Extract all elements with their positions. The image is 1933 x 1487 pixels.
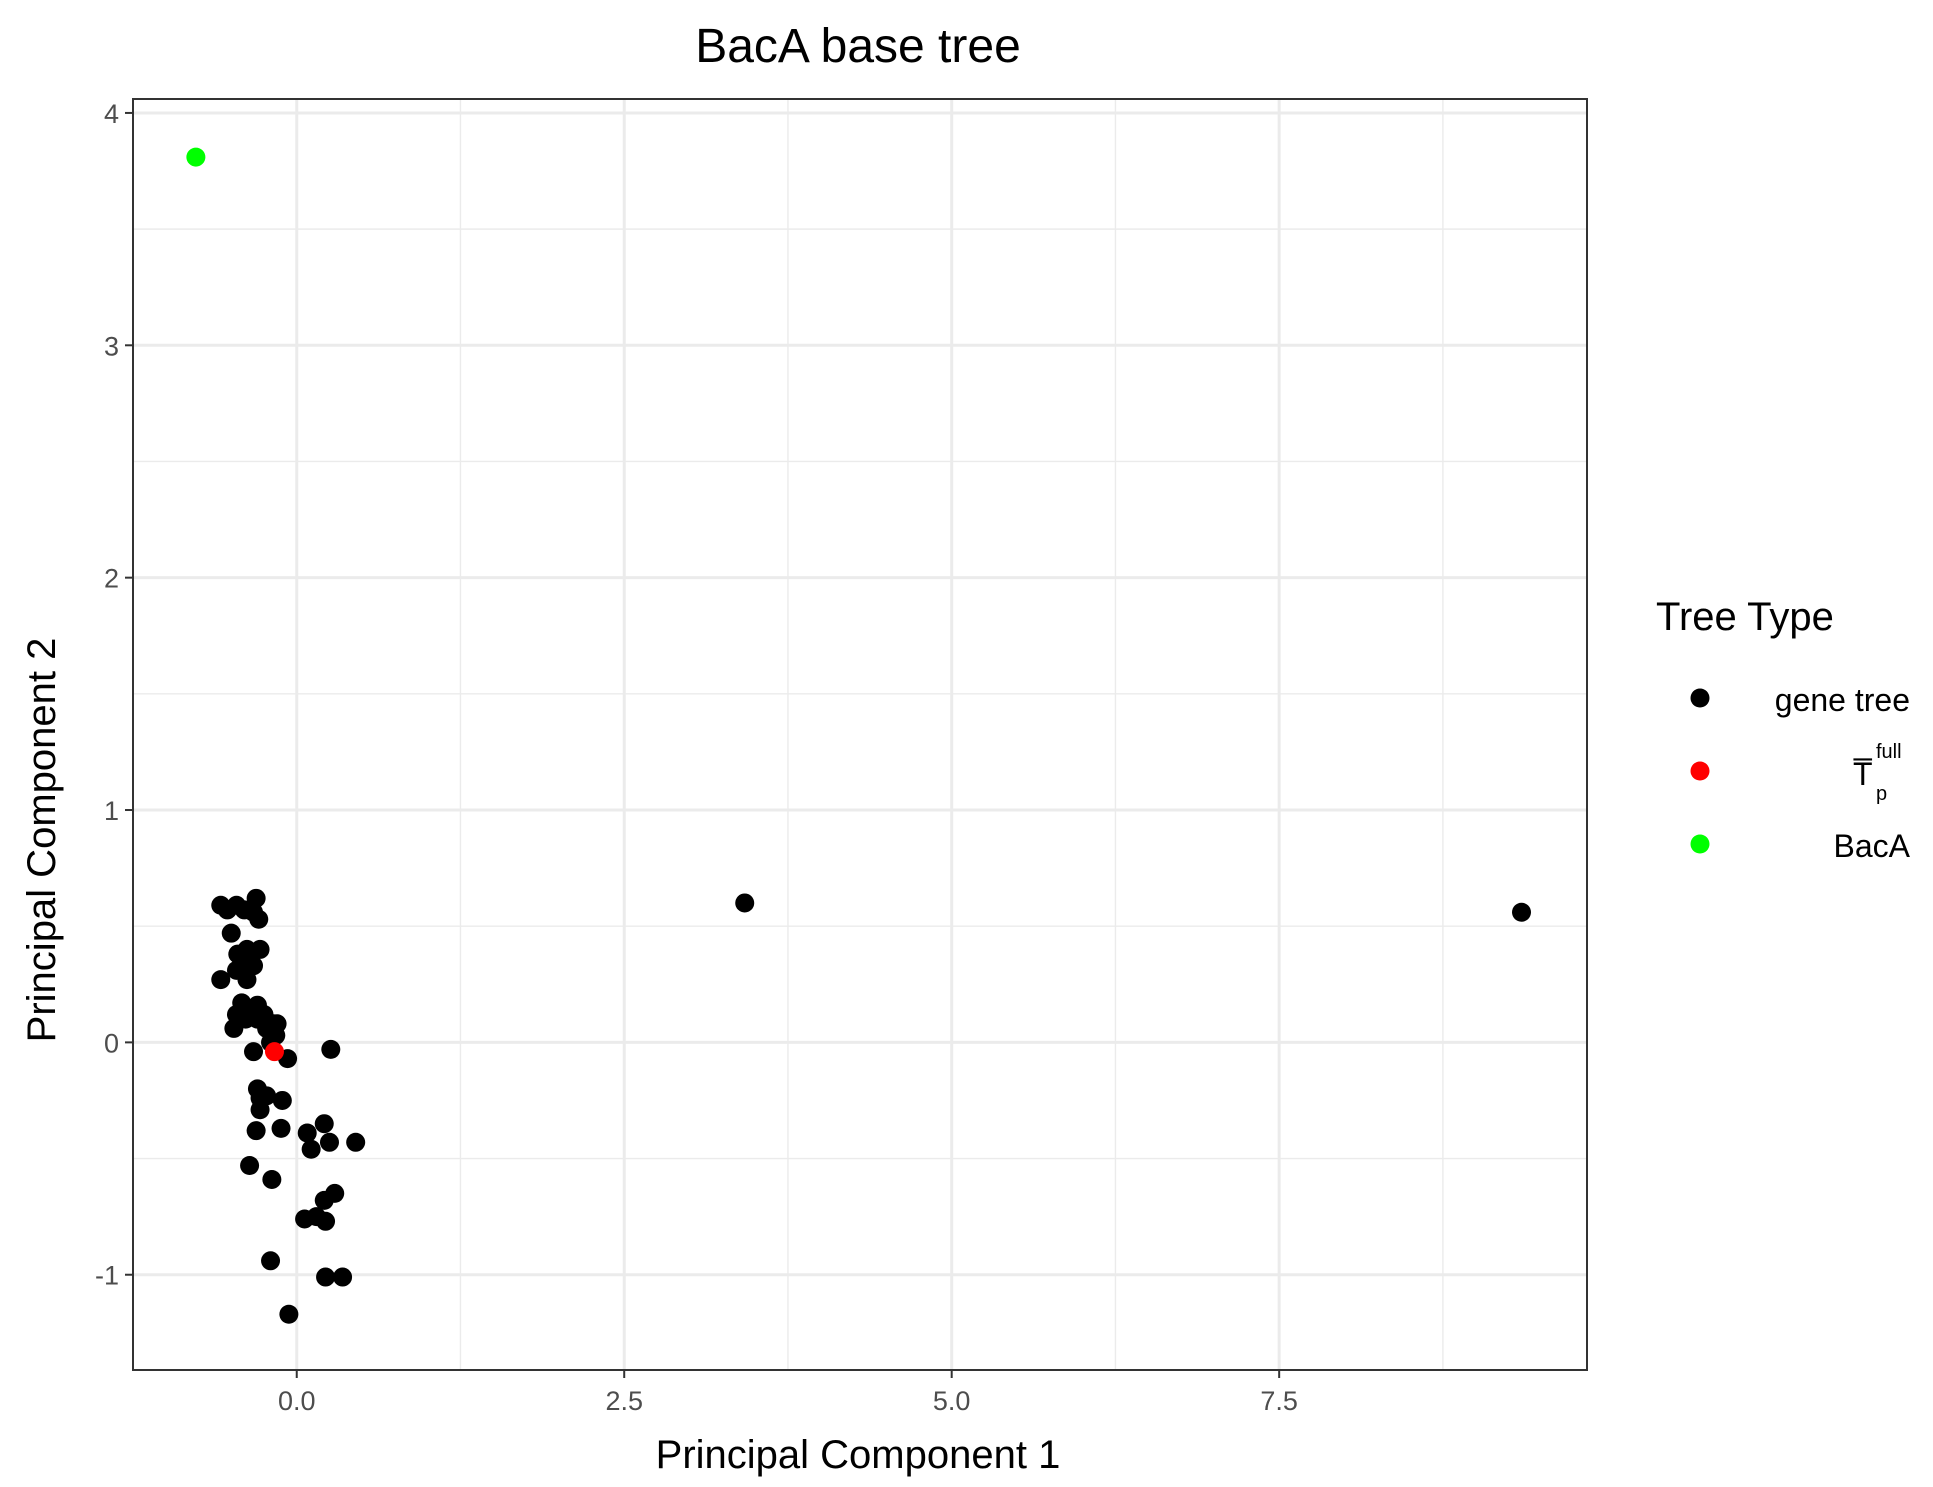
data-point-0-16 — [211, 970, 231, 990]
data-point-0-43 — [301, 1139, 321, 1159]
data-point-0-45 — [240, 1156, 260, 1176]
plot-border — [132, 98, 1588, 1371]
legend-label-1: T̅ — [1853, 756, 1873, 792]
x-axis-title: Principal Component 1 — [656, 1433, 1061, 1477]
legend-key-2 — [1690, 834, 1710, 854]
y-tick-label-5: 4 — [104, 99, 119, 129]
data-point-0-26 — [224, 1018, 244, 1038]
legend-label-sub-1: p — [1876, 783, 1887, 805]
x-axis: 0.0 2.5 5.0 7.5 — [278, 1370, 1298, 1416]
legend-key-0 — [1690, 688, 1710, 708]
data-point-0-6 — [249, 909, 269, 929]
grid-minor — [132, 99, 1587, 1370]
data-point-0-11 — [250, 939, 270, 959]
x-tick-label-2: 5.0 — [933, 1386, 971, 1416]
y-tick-label-2: 1 — [104, 796, 119, 826]
data-point-0-55 — [279, 1304, 299, 1324]
data-point-0-36 — [272, 1090, 292, 1110]
x-tick-label-1: 2.5 — [605, 1386, 643, 1416]
data-point-0-37 — [250, 1100, 270, 1120]
legend-label-0: gene tree — [1775, 682, 1910, 718]
data-point-0-52 — [261, 1251, 281, 1271]
y-axis-title: Principal Component 2 — [20, 638, 64, 1043]
legend-key-1 — [1690, 761, 1710, 781]
y-tick-label-4: 3 — [104, 331, 119, 361]
data-point-0-56 — [735, 893, 755, 913]
data-point-0-42 — [319, 1132, 339, 1152]
plot-area — [132, 98, 1588, 1371]
legend-label-sup-1: full — [1876, 741, 1902, 763]
data-point-0-30 — [244, 1042, 264, 1062]
y-tick-label-1: 0 — [104, 1028, 119, 1058]
data-point-2-0 — [186, 147, 206, 167]
chart-title: BacA base tree — [695, 20, 1021, 73]
y-axis: -1 0 1 2 3 4 — [95, 99, 133, 1291]
data-point-0-46 — [262, 1169, 282, 1189]
data-point-0-54 — [333, 1267, 353, 1287]
data-point-0-53 — [316, 1267, 336, 1287]
data-point-0-44 — [346, 1132, 366, 1152]
y-tick-label-0: -1 — [95, 1261, 119, 1291]
legend-title: Tree Type — [1656, 595, 1834, 639]
x-tick-label-0: 0.0 — [278, 1386, 316, 1416]
legend-label-2: BacA — [1834, 828, 1911, 864]
data-point-0-15 — [237, 970, 257, 990]
y-tick-label-3: 2 — [104, 564, 119, 594]
data-point-0-57 — [1512, 902, 1532, 922]
legend: Tree Type gene tree T̅full p BacA — [1656, 595, 1911, 864]
data-point-0-48 — [314, 1190, 334, 1210]
data-point-0-40 — [297, 1123, 317, 1143]
x-tick-label-3: 7.5 — [1260, 1386, 1298, 1416]
data-point-0-39 — [271, 1118, 291, 1138]
plot-panel — [133, 99, 1587, 1370]
data-point-0-7 — [221, 923, 241, 943]
data-point-0-51 — [316, 1211, 336, 1231]
data-point-0-38 — [246, 1121, 266, 1141]
legend-entries: gene tree T̅full p BacA — [1690, 682, 1911, 864]
data-point-0-41 — [314, 1114, 334, 1134]
grid-major — [133, 99, 1587, 1370]
data-point-0-32 — [321, 1039, 341, 1059]
data-points — [186, 147, 1532, 1324]
data-point-1-0 — [264, 1042, 284, 1062]
